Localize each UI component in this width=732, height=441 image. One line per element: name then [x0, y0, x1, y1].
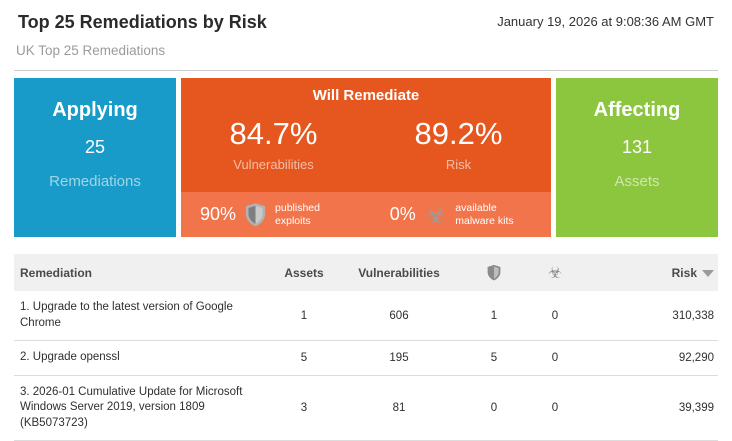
- table-row: 2. Upgrade openssl 5 195 5 0 92,290: [14, 340, 718, 376]
- column-header-vulnerabilities[interactable]: Vulnerabilities: [334, 254, 464, 291]
- header-divider: [14, 70, 718, 71]
- risk-cell: 39,399: [586, 375, 718, 441]
- table-row: 3. 2026-01 Cumulative Update for Microso…: [14, 375, 718, 441]
- biohazard-icon: ☣: [547, 263, 563, 282]
- malware-cell: 0: [524, 291, 586, 342]
- applying-card: Applying 25 Remediations: [14, 78, 176, 237]
- report-subtitle: UK Top 25 Remediations: [16, 43, 166, 58]
- table-header-row: Remediation Assets Vulnerabilities ☣: [14, 254, 718, 291]
- assets-cell: 5: [274, 340, 334, 376]
- shield-icon: [245, 202, 266, 227]
- published-exploits-label: published exploits: [275, 201, 320, 227]
- remediations-table-wrap: Remediation Assets Vulnerabilities ☣: [14, 254, 718, 441]
- malware-cell: 0: [524, 340, 586, 376]
- page-title: Top 25 Remediations by Risk: [18, 12, 267, 32]
- shield-icon: [487, 264, 501, 281]
- vulnerabilities-percent: 84.7%: [229, 116, 318, 151]
- vulnerabilities-cell: 195: [334, 340, 464, 376]
- assets-cell: 1: [274, 291, 334, 342]
- vulnerabilities-cell: 81: [334, 375, 464, 441]
- column-header-remediation[interactable]: Remediation: [14, 254, 274, 291]
- will-remediate-card: Will Remediate 84.7% Vulnerabilities 89.…: [181, 78, 551, 237]
- summary-cards: Applying 25 Remediations Will Remediate …: [14, 78, 718, 237]
- applying-count: 25: [84, 137, 106, 157]
- affecting-label: Assets: [614, 173, 660, 190]
- applying-title: Applying: [52, 99, 138, 121]
- published-exploits-percent: 90%: [199, 204, 237, 224]
- remediations-table: Remediation Assets Vulnerabilities ☣: [14, 254, 718, 441]
- applying-label: Remediations: [49, 173, 141, 190]
- risk-percent: 89.2%: [414, 116, 503, 151]
- sort-desc-icon: [702, 269, 714, 277]
- will-remediate-title: Will Remediate: [312, 87, 420, 104]
- affecting-count: 131: [621, 137, 653, 157]
- vulnerabilities-metric-label: Vulnerabilities: [233, 157, 314, 172]
- table-row: 1. Upgrade to the latest version of Goog…: [14, 291, 718, 342]
- report-timestamp: January 19, 2026 at 9:08:36 AM GMT: [497, 14, 714, 29]
- affecting-title: Affecting: [593, 99, 681, 121]
- exploits-cell: 0: [464, 375, 524, 441]
- table-body: 1. Upgrade to the latest version of Goog…: [14, 291, 718, 441]
- will-remediate-footer: 90% published exploits 0% ☣ available ma…: [181, 192, 551, 237]
- column-header-risk[interactable]: Risk: [586, 254, 718, 291]
- malware-kits-percent: 0%: [389, 204, 416, 224]
- risk-metric: 89.2% Risk: [366, 116, 551, 172]
- malware-kits-label: available malware kits: [455, 201, 514, 227]
- risk-metric-label: Risk: [445, 157, 472, 172]
- malware-cell: 0: [524, 375, 586, 441]
- remediation-cell: 1. Upgrade to the latest version of Goog…: [20, 301, 233, 329]
- risk-cell: 310,338: [586, 291, 718, 342]
- vulnerabilities-metric: 84.7% Vulnerabilities: [181, 116, 366, 172]
- remediation-cell: 3. 2026-01 Cumulative Update for Microso…: [20, 385, 243, 429]
- risk-header-label: Risk: [671, 265, 697, 280]
- exploits-cell: 5: [464, 340, 524, 376]
- vulnerabilities-cell: 606: [334, 291, 464, 342]
- published-exploits-stat: 90% published exploits: [181, 192, 366, 237]
- exploits-cell: 1: [464, 291, 524, 342]
- report-header: Top 25 Remediations by Risk January 19, …: [14, 0, 718, 33]
- biohazard-icon: ☣: [424, 200, 447, 229]
- column-header-malware[interactable]: ☣: [524, 254, 586, 291]
- affecting-card: Affecting 131 Assets: [556, 78, 718, 237]
- column-header-exploits[interactable]: [464, 254, 524, 291]
- column-header-assets[interactable]: Assets: [274, 254, 334, 291]
- malware-kits-stat: 0% ☣ available malware kits: [366, 192, 551, 237]
- assets-cell: 3: [274, 375, 334, 441]
- remediation-cell: 2. Upgrade openssl: [20, 351, 120, 364]
- risk-cell: 92,290: [586, 340, 718, 376]
- will-remediate-metrics: 84.7% Vulnerabilities 89.2% Risk: [181, 104, 551, 192]
